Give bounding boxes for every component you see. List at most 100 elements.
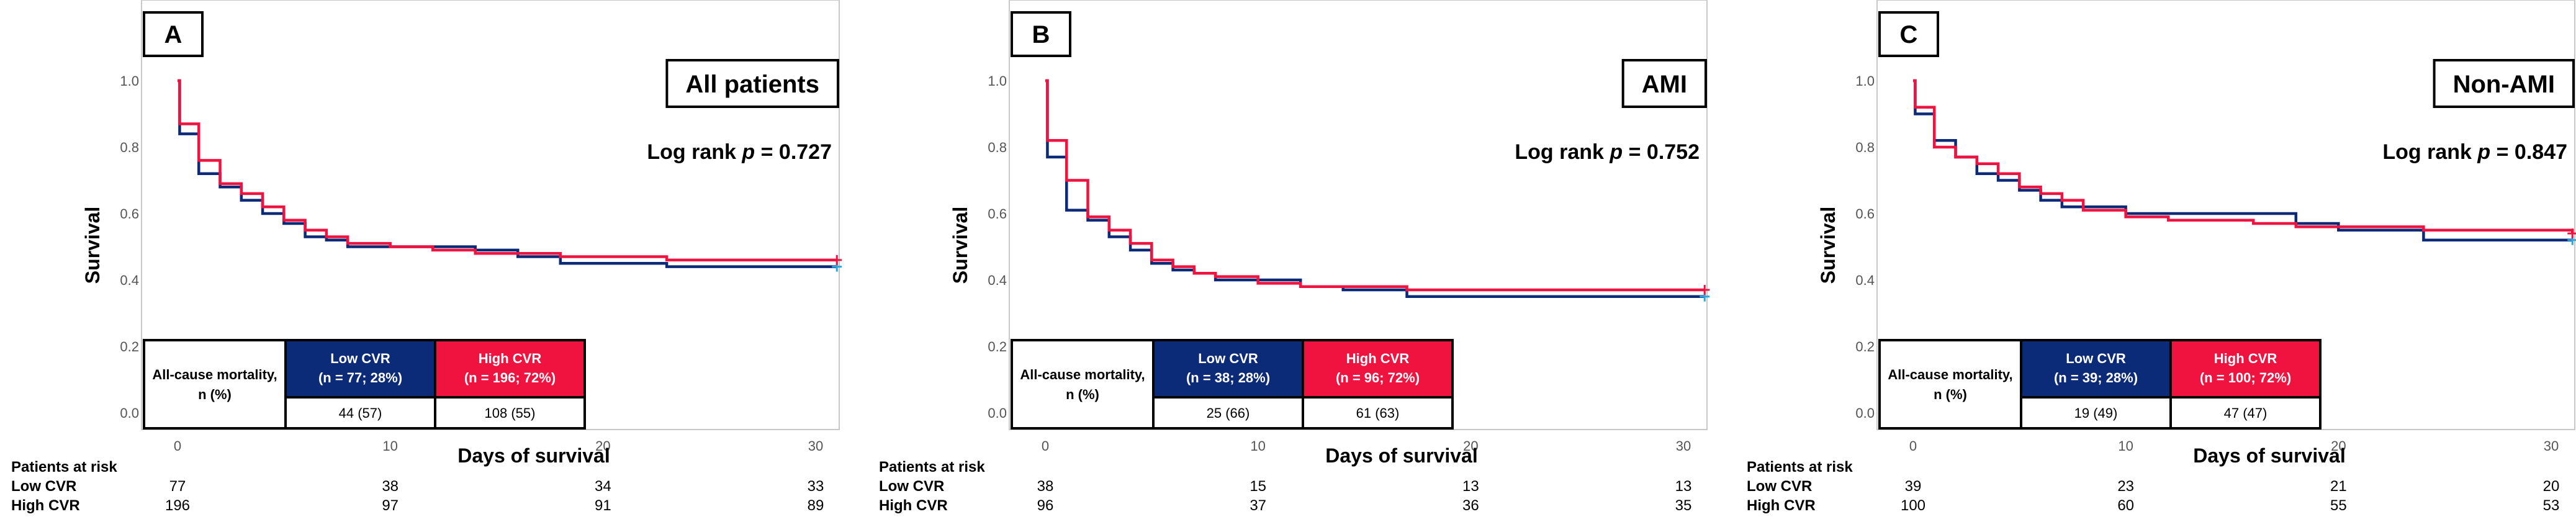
subgroup-title-box (1621, 59, 1707, 108)
risk-value: 97 (382, 497, 399, 514)
y-tick-label: 0.4 (1855, 273, 1875, 288)
subgroup-title: Non-AMI (2453, 71, 2555, 98)
logrank-text: Log rank p = 0.727 (647, 140, 832, 164)
table-high-cell (434, 396, 586, 430)
high-cvr-header: High CVR (2214, 351, 2277, 366)
risk-value: 13 (1675, 478, 1692, 495)
panel-label-box (1011, 11, 1071, 57)
high-cvr-n: (n = 96; 72%) (1336, 370, 1420, 385)
panel-b: 0.0 0.2 0.4 0.6 0.8 1.0 0 10 20 30 Days of surviva… (879, 0, 1710, 514)
risk-value: 77 (169, 478, 186, 495)
table-row-label-unit: n (%) (198, 387, 232, 402)
risk-value: 53 (2543, 497, 2560, 514)
table-high-cell (1302, 396, 1454, 430)
high-cvr-mortality: 108 (55) (485, 405, 536, 421)
y-axis-title: Survival (81, 207, 104, 284)
risk-row-label: High CVR (879, 497, 948, 514)
x-tick-label: 30 (1676, 438, 1691, 454)
risk-value: 55 (2330, 497, 2347, 514)
y-tick-label: 0.6 (988, 206, 1007, 222)
risk-value: 196 (165, 497, 190, 514)
low-cvr-header: Low CVR (2066, 351, 2126, 366)
survival-curve-low (1045, 79, 1705, 298)
low-cvr-n: (n = 39; 28%) (2054, 370, 2138, 385)
risk-value: 38 (1037, 478, 1054, 495)
x-axis-title: Days of survival (1325, 444, 1477, 467)
risk-value: 37 (1250, 497, 1266, 514)
risk-value: 39 (1905, 478, 1922, 495)
y-tick-label: 1.0 (120, 73, 139, 89)
low-cvr-mortality: 25 (66) (1207, 405, 1250, 421)
y-axis-title: Survival (1817, 207, 1839, 284)
high-cvr-n: (n = 196; 72%) (464, 370, 556, 385)
y-tick-label: 0.2 (120, 339, 139, 354)
logrank-text: Log rank p = 0.752 (1515, 140, 1700, 164)
table-low-header (2020, 339, 2172, 399)
high-cvr-header: High CVR (1346, 351, 1410, 366)
table-high-header (1302, 339, 1454, 399)
panel-a: 0.0 0.2 0.4 0.6 0.8 1.0 0 10 20 30 Days of surviva… (11, 0, 842, 514)
y-tick-label: 0.4 (120, 273, 139, 288)
table-row-label-unit: n (%) (1066, 387, 1099, 402)
table-low-cell (2020, 396, 2172, 430)
mortality-table: All-cause mortality, n (%) Low CVR (n = 77;… (143, 339, 586, 430)
risk-value: 96 (1037, 497, 1054, 514)
table-label-cell (1878, 339, 2022, 430)
x-tick-label: 0 (174, 438, 181, 454)
low-cvr-mortality: 19 (49) (2074, 405, 2118, 421)
mortality-table: All-cause mortality, n (%) Low CVR (n = 38;… (1011, 339, 1454, 430)
survival-curve-low (178, 79, 837, 268)
risk-value: 23 (2117, 478, 2134, 495)
risk-value: 13 (1462, 478, 1479, 495)
risk-row-label: Low CVR (11, 478, 76, 495)
censor-mark (832, 254, 842, 265)
table-label-cell (1011, 339, 1155, 430)
x-tick-label: 10 (382, 438, 397, 454)
patients-at-risk: Patients at risk Low CVR 77 38 34 33 High CVR 1… (11, 459, 824, 514)
risk-title: Patients at risk (1747, 459, 1853, 475)
y-tick-label: 0.6 (1855, 206, 1875, 222)
risk-value: 60 (2117, 497, 2134, 514)
risk-title: Patients at risk (11, 459, 117, 475)
high-cvr-mortality: 47 (47) (2224, 405, 2268, 421)
table-low-cell (284, 396, 436, 430)
subgroup-title-box (665, 59, 839, 108)
x-tick-label: 0 (1042, 438, 1049, 454)
risk-value: 35 (1675, 497, 1692, 514)
censor-mark (1700, 285, 1710, 295)
low-cvr-n: (n = 38; 28%) (1186, 370, 1270, 385)
y-tick-label: 0.0 (120, 405, 139, 421)
high-cvr-n: (n = 100; 72%) (2200, 370, 2291, 385)
y-axis-title: Survival (949, 207, 971, 284)
table-high-header (434, 339, 586, 399)
table-label-cell (143, 339, 287, 430)
table-row-label: All-cause mortality, (1020, 367, 1145, 382)
risk-title: Patients at risk (879, 459, 985, 475)
risk-value: 36 (1462, 497, 1479, 514)
y-tick-label: 0.8 (988, 140, 1007, 155)
subgroup-title: All patients (685, 71, 819, 98)
low-cvr-n: (n = 77; 28%) (318, 370, 402, 385)
risk-value: 34 (595, 478, 611, 495)
low-cvr-mortality: 44 (57) (339, 405, 382, 421)
y-tick-label: 0.2 (988, 339, 1007, 354)
y-tick-label: 0.2 (1855, 339, 1875, 354)
x-axis-title: Days of survival (457, 444, 610, 467)
x-tick-label: 20 (1463, 438, 1478, 454)
y-tick-label: 0.6 (120, 206, 139, 222)
table-row-label: All-cause mortality, (1888, 367, 2012, 382)
y-tick-label: 1.0 (988, 73, 1007, 89)
mortality-table: All-cause mortality, n (%) Low CVR (n = 39;… (1878, 339, 2322, 430)
risk-row-label: High CVR (11, 497, 80, 514)
high-cvr-header: High CVR (479, 351, 542, 366)
subgroup-title: AMI (1642, 71, 1687, 98)
table-row-label: All-cause mortality, (152, 367, 277, 382)
panel-label: C (1900, 21, 1918, 48)
x-tick-label: 30 (2544, 438, 2559, 454)
y-tick-label: 0.8 (1855, 140, 1875, 155)
x-tick-label: 30 (808, 438, 823, 454)
low-cvr-header: Low CVR (1198, 351, 1258, 366)
x-tick-label: 20 (2331, 438, 2346, 454)
patients-at-risk: Patients at risk Low CVR 38 15 13 13 High CVR 9… (879, 459, 1691, 514)
high-cvr-mortality: 61 (63) (1356, 405, 1400, 421)
